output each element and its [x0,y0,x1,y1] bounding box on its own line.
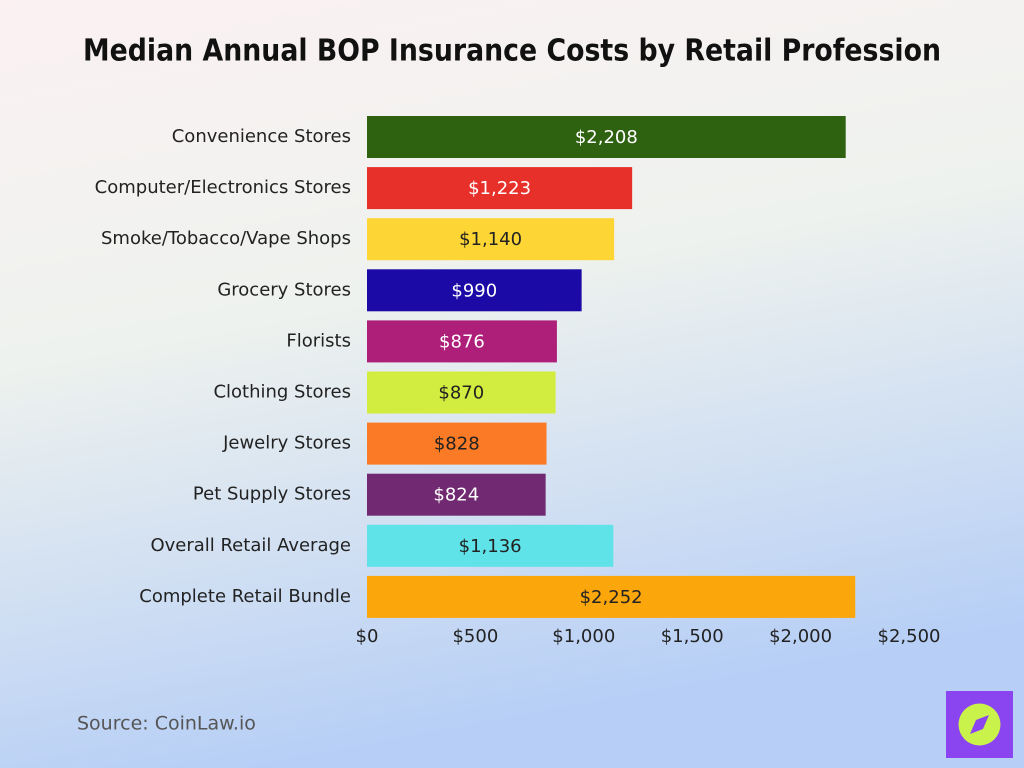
y-tick-label: Grocery Stores [217,279,351,300]
value-label: $2,208 [575,127,638,148]
value-label: $824 [433,485,479,506]
bar [367,473,546,516]
value-label: $876 [439,331,485,352]
bar [367,269,582,312]
logo [946,691,1013,758]
value-label: $1,223 [468,178,531,199]
x-tick-label: $500 [452,626,498,647]
chart-title: Median Annual BOP Insurance Costs by Ret… [83,34,941,69]
source: Source: CoinLaw.io [77,713,256,735]
bar [367,422,547,465]
x-tick-label: $0 [356,626,379,647]
y-tick-label: Computer/Electronics Stores [95,177,351,198]
value-label: $870 [438,383,484,404]
x-tick-label: $2,000 [769,626,832,647]
y-tick-label: Jewelry Stores [222,433,351,454]
y-tick-label: Complete Retail Bundle [139,586,351,607]
bar [367,524,614,567]
value-label: $1,140 [459,229,522,250]
x-tick-label: $1,000 [552,626,615,647]
x-tick-label: $2,500 [878,626,941,647]
y-tick-label: Smoke/Tobacco/Vape Shops [101,228,351,249]
value-label: $2,252 [580,587,643,608]
value-label: $1,136 [459,536,522,557]
bar [367,116,846,158]
bar [367,371,556,414]
y-tick-label: Convenience Stores [172,126,351,147]
y-tick-label: Florists [286,330,351,351]
value-label: $828 [434,434,480,455]
y-tick-label: Overall Retail Average [150,535,351,556]
bar [367,218,615,261]
x-tick-label: $1,500 [661,626,724,647]
bar [367,575,856,618]
value-label: $990 [451,280,497,301]
y-tick-label: Pet Supply Stores [193,484,351,505]
bar [367,320,557,363]
y-tick-label: Clothing Stores [213,382,351,403]
bar [367,167,633,210]
